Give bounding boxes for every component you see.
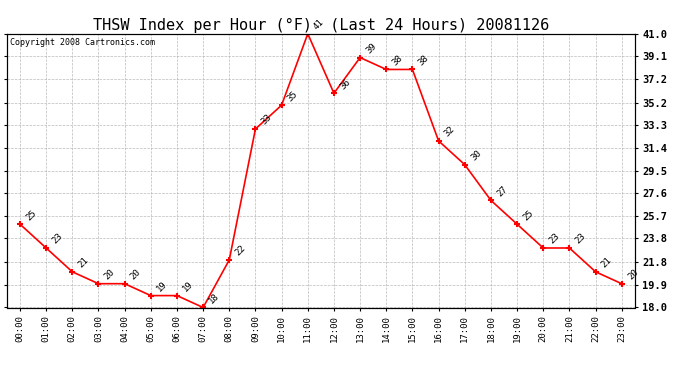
Text: 18: 18 bbox=[207, 291, 221, 305]
Text: 20: 20 bbox=[129, 268, 143, 282]
Text: 23: 23 bbox=[50, 232, 64, 246]
Text: Copyright 2008 Cartronics.com: Copyright 2008 Cartronics.com bbox=[10, 38, 155, 47]
Text: 38: 38 bbox=[391, 53, 404, 67]
Text: 25: 25 bbox=[521, 208, 535, 222]
Text: 36: 36 bbox=[338, 77, 352, 91]
Text: 21: 21 bbox=[600, 256, 613, 270]
Text: 41: 41 bbox=[312, 18, 326, 32]
Text: 19: 19 bbox=[181, 279, 195, 293]
Text: 33: 33 bbox=[259, 113, 273, 127]
Text: 20: 20 bbox=[103, 268, 117, 282]
Text: 38: 38 bbox=[417, 53, 431, 67]
Text: 32: 32 bbox=[443, 125, 457, 139]
Text: 22: 22 bbox=[233, 244, 248, 258]
Text: 23: 23 bbox=[573, 232, 587, 246]
Text: 21: 21 bbox=[77, 256, 90, 270]
Text: 23: 23 bbox=[547, 232, 562, 246]
Text: 19: 19 bbox=[155, 279, 169, 293]
Text: 30: 30 bbox=[469, 148, 483, 162]
Text: 35: 35 bbox=[286, 89, 299, 103]
Title: THSW Index per Hour (°F)  (Last 24 Hours) 20081126: THSW Index per Hour (°F) (Last 24 Hours)… bbox=[92, 18, 549, 33]
Text: 39: 39 bbox=[364, 41, 378, 56]
Text: 20: 20 bbox=[626, 268, 640, 282]
Text: 25: 25 bbox=[24, 208, 38, 222]
Text: 27: 27 bbox=[495, 184, 509, 198]
